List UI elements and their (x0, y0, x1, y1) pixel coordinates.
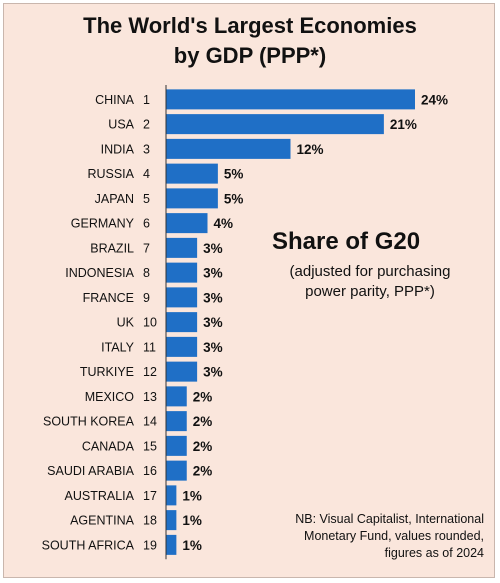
bar (166, 89, 415, 110)
share-subtitle-line2: power parity, PPP*) (305, 283, 435, 300)
bar (166, 435, 187, 456)
value-label: 3% (203, 315, 223, 330)
bar (166, 411, 187, 432)
bar (166, 287, 198, 308)
source-note-line2: Monetary Fund, values rounded, (304, 529, 484, 543)
rank-label: 18 (143, 514, 157, 528)
source-note-line1: NB: Visual Capitalist, International (295, 512, 484, 526)
value-label: 21% (390, 117, 417, 132)
bar (166, 485, 177, 506)
category-label: UK (117, 316, 135, 330)
value-label: 2% (193, 389, 213, 404)
rank-label: 12 (143, 365, 157, 379)
value-label: 12% (297, 142, 324, 157)
bar (166, 237, 198, 258)
category-label: TURKIYE (80, 365, 134, 379)
rank-label: 19 (143, 538, 157, 552)
value-label: 5% (224, 167, 244, 182)
bar (166, 336, 198, 357)
bar (166, 386, 187, 407)
rank-label: 8 (143, 266, 150, 280)
category-label: CHINA (95, 93, 135, 107)
category-label: CANADA (82, 439, 135, 453)
category-label: BRAZIL (90, 241, 134, 255)
bar (166, 312, 198, 333)
rank-label: 16 (143, 464, 157, 478)
rank-label: 9 (143, 291, 150, 305)
rank-label: 14 (143, 415, 157, 429)
rank-label: 13 (143, 390, 157, 404)
value-label: 2% (193, 414, 213, 429)
category-label: INDONESIA (65, 266, 134, 280)
bar (166, 510, 177, 531)
value-label: 3% (203, 365, 223, 380)
bar (166, 361, 198, 382)
value-label: 3% (203, 290, 223, 305)
bar (166, 534, 177, 555)
category-label: INDIA (101, 142, 135, 156)
category-label: JAPAN (95, 192, 134, 206)
rank-label: 15 (143, 439, 157, 453)
value-label: 5% (224, 191, 244, 206)
category-label: ITALY (101, 340, 135, 354)
value-label: 1% (182, 538, 202, 553)
category-label: AUSTRALIA (65, 489, 135, 503)
bar (166, 262, 198, 283)
bar (166, 163, 218, 184)
bar (166, 460, 187, 481)
bar (166, 138, 291, 159)
value-label: 3% (203, 340, 223, 355)
chart-title-line1: The World's Largest Economies (83, 13, 417, 38)
rank-label: 3 (143, 142, 150, 156)
value-label: 2% (193, 464, 213, 479)
value-label: 3% (203, 241, 223, 256)
bar (166, 114, 384, 135)
source-note-line3: figures as of 2024 (384, 546, 484, 560)
value-label: 4% (214, 216, 234, 231)
category-label: USA (108, 118, 134, 132)
bar (166, 213, 208, 234)
rank-label: 1 (143, 93, 150, 107)
category-label: SOUTH KOREA (43, 415, 135, 429)
rank-label: 17 (143, 489, 157, 503)
value-label: 1% (182, 488, 202, 503)
category-label: RUSSIA (87, 167, 134, 181)
category-label: GERMANY (71, 217, 135, 231)
category-label: SAUDI ARABIA (47, 464, 134, 478)
rank-label: 2 (143, 118, 150, 132)
rank-label: 7 (143, 241, 150, 255)
share-subtitle-line1: (adjusted for purchasing (289, 263, 451, 280)
value-label: 1% (182, 513, 202, 528)
category-label: FRANCE (83, 291, 134, 305)
value-label: 24% (421, 92, 448, 107)
category-label: AGENTINA (70, 514, 135, 528)
share-heading: Share of G20 (272, 228, 421, 255)
category-label: SOUTH AFRICA (42, 538, 135, 552)
value-label: 2% (193, 439, 213, 454)
chart-title-line2: by GDP (PPP*) (173, 43, 327, 68)
value-label: 3% (203, 266, 223, 281)
rank-label: 10 (143, 316, 157, 330)
share-subtitle: (adjusted for purchasing power parity, P… (255, 262, 485, 302)
rank-label: 4 (143, 167, 150, 181)
rank-label: 6 (143, 217, 150, 231)
source-note: NB: Visual Capitalist, International Mon… (250, 511, 484, 562)
rank-label: 5 (143, 192, 150, 206)
bar (166, 188, 218, 209)
rank-label: 11 (143, 340, 156, 354)
category-label: MEXICO (85, 390, 135, 404)
